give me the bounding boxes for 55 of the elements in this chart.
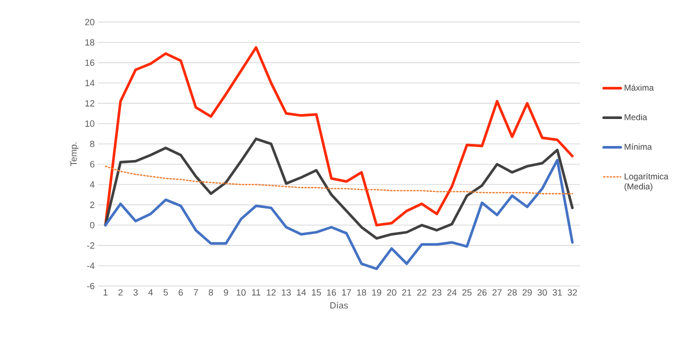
x-tick-label: 2 — [118, 289, 123, 296]
x-tick-label: 29 — [522, 289, 532, 296]
y-tick-label: 20 — [85, 18, 94, 26]
x-tick-label: 15 — [312, 289, 321, 296]
legend-label: Máxima — [624, 84, 654, 91]
x-tick-label: 31 — [552, 289, 562, 296]
x-tick-label: 30 — [538, 289, 547, 296]
y-tick-label: -4 — [87, 262, 94, 269]
x-tick-label: 10 — [236, 289, 246, 296]
x-tick-label: 11 — [252, 289, 260, 296]
y-tick-label: 12 — [85, 100, 94, 106]
x-tick-label: 4 — [148, 289, 153, 296]
x-tick-label: 7 — [194, 289, 198, 296]
x-tick-label: 13 — [282, 289, 291, 296]
x-tick-label: 27 — [492, 289, 502, 296]
y-tick-label: 16 — [85, 59, 94, 66]
y-tick-label: 8 — [90, 140, 94, 148]
x-tick-label: 14 — [296, 289, 306, 296]
line-series — [104, 138, 574, 240]
x-tick-label: 20 — [387, 289, 396, 296]
y-axis-title: Temp. — [70, 142, 79, 166]
x-tick-label: 18 — [357, 289, 366, 296]
x-tick-label: 32 — [568, 289, 577, 296]
line-series — [104, 46, 574, 226]
x-tick-label: 21 — [402, 289, 412, 296]
x-tick-label: 28 — [508, 289, 517, 296]
x-axis-title: Días — [330, 302, 348, 309]
x-tick-label: 26 — [477, 289, 487, 296]
y-tick-label: 4 — [90, 181, 94, 188]
x-tick-label: 12 — [266, 289, 276, 296]
x-tick-label: 6 — [178, 289, 183, 296]
x-tick-label: 19 — [372, 289, 382, 296]
y-tick-label: 18 — [85, 39, 94, 46]
y-tick-label: -2 — [87, 242, 94, 249]
x-tick-label: 3 — [133, 289, 138, 296]
y-tick-label: 2 — [90, 202, 94, 208]
x-tick-label: 25 — [462, 289, 472, 296]
legend-label: Mínima — [624, 143, 652, 150]
legend-label: Media — [624, 114, 648, 120]
y-tick-label: 14 — [85, 80, 94, 86]
x-tick-label: 1 — [104, 289, 108, 296]
x-tick-label: 5 — [164, 289, 168, 296]
y-tick-label: 6 — [90, 161, 94, 168]
line-series — [104, 158, 574, 270]
x-tick-label: 9 — [224, 289, 228, 296]
x-tick-label: 17 — [342, 289, 351, 296]
x-tick-label: 22 — [417, 289, 426, 296]
legend-label: Logarítmica (Media) — [624, 173, 668, 192]
y-tick-label: 10 — [85, 120, 94, 127]
y-tick-label: -6 — [87, 282, 94, 290]
x-tick-label: 24 — [447, 289, 457, 296]
x-tick-label: 8 — [208, 289, 213, 296]
x-tick-label: 16 — [327, 289, 336, 296]
x-tick-label: 23 — [432, 289, 442, 296]
y-tick-label: 0 — [90, 222, 94, 228]
